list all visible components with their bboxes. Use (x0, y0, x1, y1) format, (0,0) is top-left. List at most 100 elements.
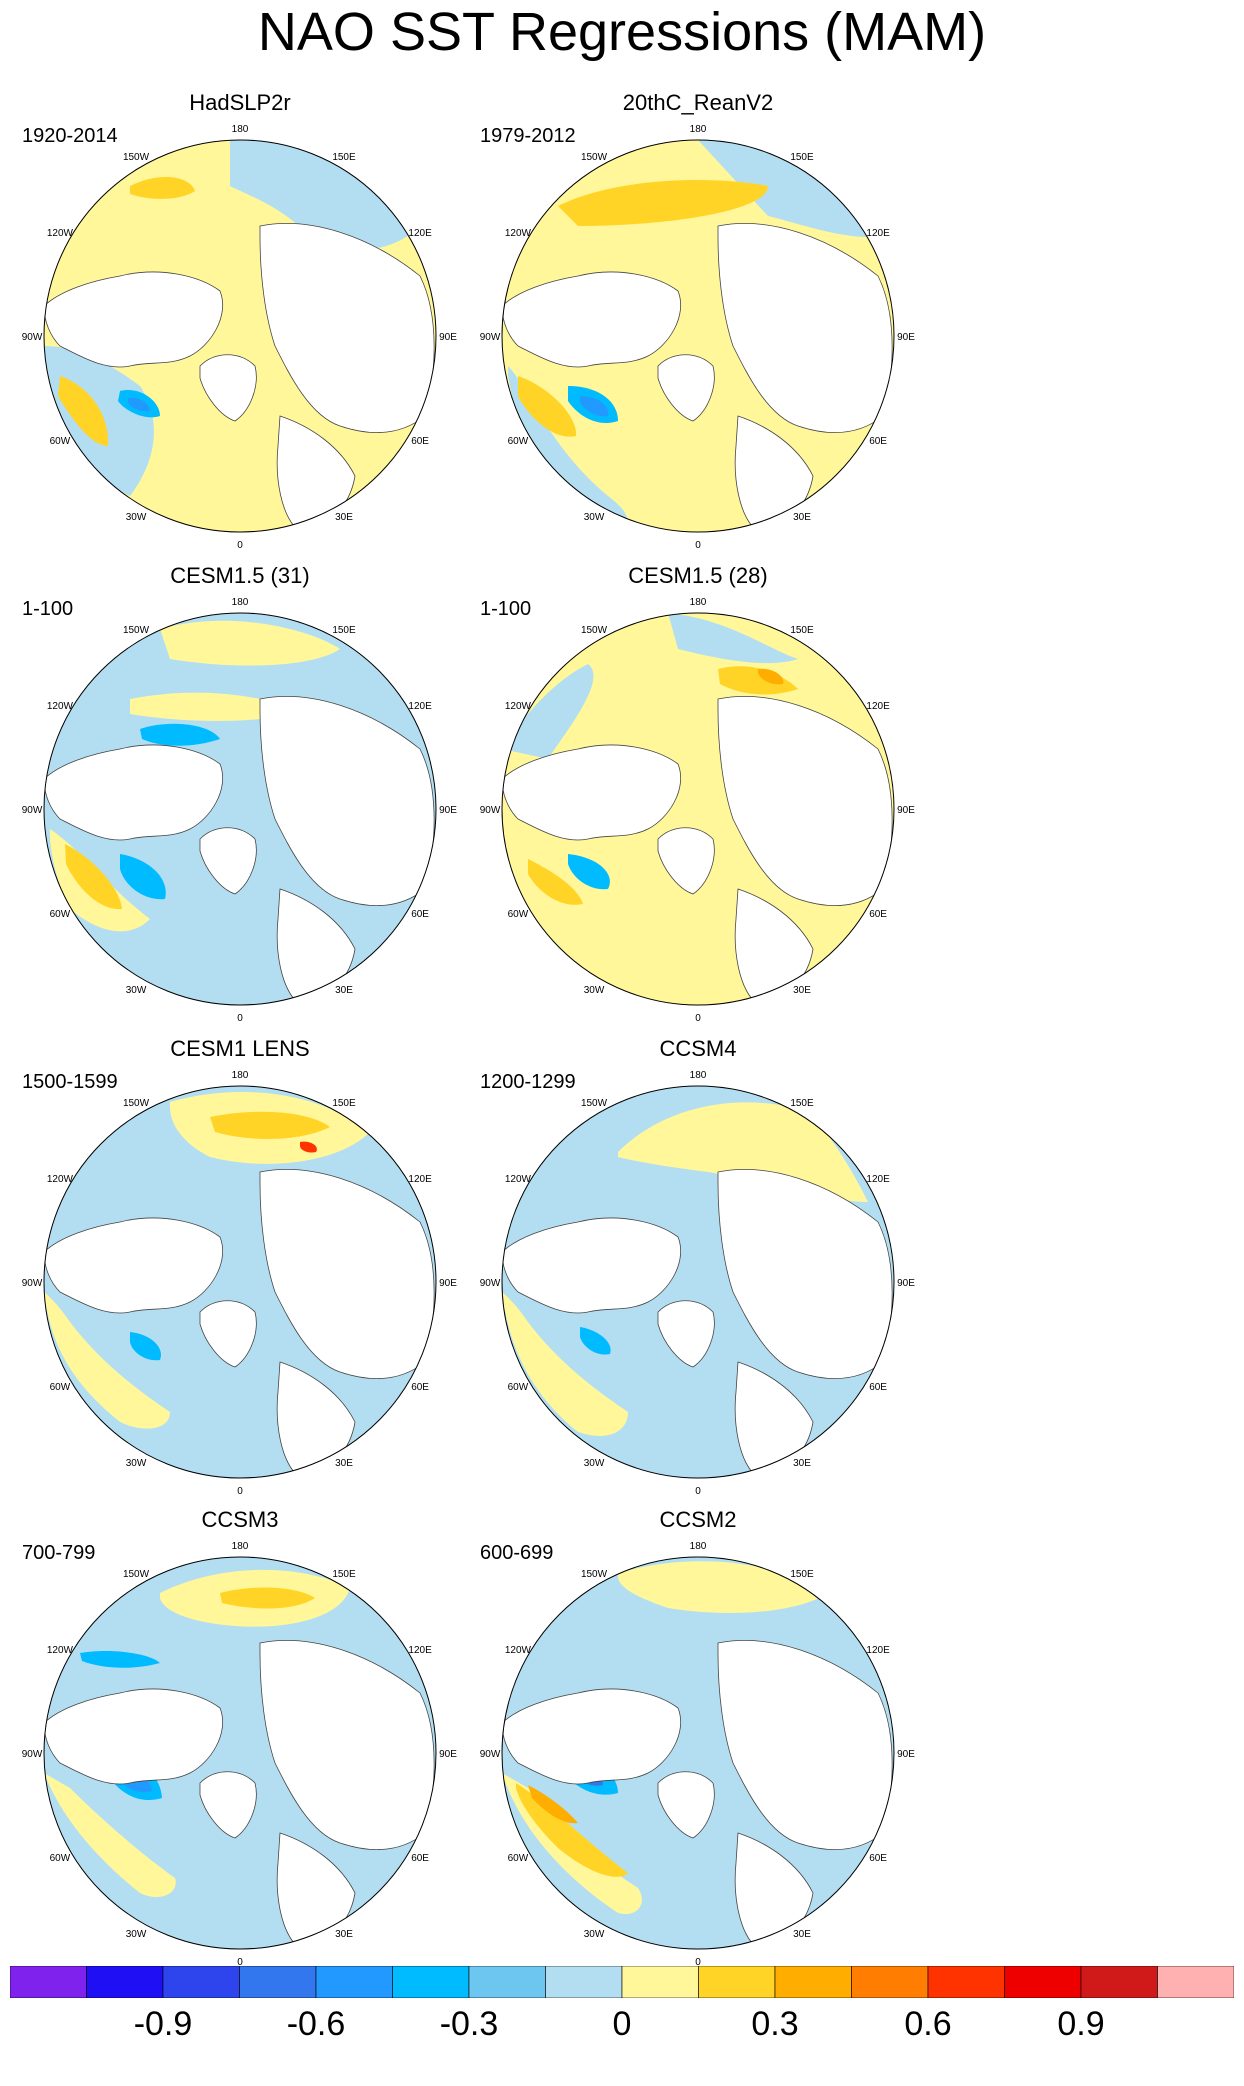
colorbar-labels: -0.9 -0.6 -0.3 0 0.3 0.6 0.9 (10, 2004, 1234, 2054)
panel-title: HadSLP2r (189, 90, 291, 115)
sst-contour-region (502, 664, 594, 759)
longitude-label: 0 (695, 1013, 701, 1024)
longitude-label: 150E (332, 1569, 356, 1580)
map-boundary (501, 139, 895, 533)
colorbar-swatch (315, 1966, 393, 1998)
sst-contour-region (220, 1587, 315, 1609)
colorbar-swatch (927, 1966, 1005, 1998)
longitude-label: 0 (695, 1486, 701, 1497)
longitude-label: 120E (866, 701, 890, 712)
longitude-label: 150E (332, 625, 356, 636)
longitude-label: 60W (508, 1382, 529, 1393)
longitude-label: 90W (480, 332, 501, 343)
longitude-label: 150W (123, 1569, 150, 1580)
sst-shading (44, 1086, 436, 1478)
longitude-label: 90E (897, 332, 915, 343)
longitude-label: 90E (439, 1278, 457, 1289)
colorbar-swatch (392, 1966, 470, 1998)
longitude-label: 180 (232, 597, 249, 608)
longitude-label: 150E (332, 152, 356, 163)
land-mass (259, 1169, 435, 1379)
longitude-label: 30E (335, 985, 353, 996)
polar-map: 180 150E 120E 90E 60E 30E 0 30W 60W 90W 120W 150W (22, 1070, 458, 1497)
panel-period: 600-699 (480, 1542, 554, 1564)
longitude-label: 150E (332, 1098, 356, 1109)
longitude-label: 0 (695, 540, 701, 551)
longitude-label: 150E (790, 1569, 814, 1580)
longitude-label: 0 (695, 1957, 701, 1968)
map-panel: CCSM2 600-699 180 150E 120E 90E 60E 30E 0 30W 60W 9… (468, 1507, 928, 1977)
land-mass (44, 1217, 224, 1314)
longitude-label: 120W (505, 228, 532, 239)
map-boundary (43, 1085, 437, 1479)
panel-title: CCSM4 (659, 1036, 737, 1061)
longitude-label: 60E (411, 436, 429, 447)
longitude-label: 90E (439, 332, 457, 343)
sst-shading (44, 613, 436, 1005)
longitude-label: 90E (897, 805, 915, 816)
longitude-label: 90E (897, 1278, 915, 1289)
longitude-label: 150W (581, 1098, 608, 1109)
longitude-label: 60E (869, 1853, 887, 1864)
longitude-label: 60W (508, 909, 529, 920)
longitude-label: 30E (335, 1929, 353, 1940)
longitude-label: 120W (505, 701, 532, 712)
panel-period: 1-100 (22, 598, 74, 620)
panel-title: 20thC_ReanV2 (622, 90, 774, 115)
sst-contour-region (65, 844, 122, 910)
colorbar-tick-label: -0.9 (133, 2005, 193, 2043)
longitude-label: 90W (480, 1278, 501, 1289)
map-boundary (43, 1556, 437, 1950)
longitude-label: 180 (232, 1070, 249, 1081)
land-mass (717, 1640, 893, 1850)
longitude-label: 90E (897, 1749, 915, 1760)
longitude-label: 120E (408, 701, 432, 712)
land-mass (657, 354, 715, 422)
longitude-label: 90E (439, 805, 457, 816)
longitude-label: 120W (505, 1174, 532, 1185)
colorbar-swatch (86, 1966, 164, 1998)
colorbar-swatch (774, 1966, 852, 1998)
longitude-label: 120E (408, 1174, 432, 1185)
sst-shading (502, 140, 894, 532)
sst-contour-region (210, 1111, 330, 1139)
longitude-label: 60E (411, 909, 429, 920)
polar-map: 180 150E 120E 90E 60E 30E 0 30W 60W 90W 120W 150W (22, 1541, 458, 1968)
longitude-label: 0 (237, 1486, 243, 1497)
panel-period: 1979-2012 (480, 125, 576, 147)
longitude-label: 180 (232, 124, 249, 135)
panel-title: CCSM2 (659, 1507, 737, 1532)
sst-contour-region (130, 176, 195, 199)
longitude-label: 60W (50, 436, 71, 447)
map-boundary (43, 139, 437, 533)
longitude-label: 120E (866, 1174, 890, 1185)
land-mass (502, 1688, 682, 1785)
land-mass (44, 1688, 224, 1785)
longitude-label: 30W (126, 1929, 147, 1940)
polar-map: 180 150E 120E 90E 60E 30E 0 30W 60W 90W 120W 150W (22, 124, 458, 551)
longitude-label: 150E (790, 152, 814, 163)
longitude-label: 30E (335, 1458, 353, 1469)
colorbar-swatch (468, 1966, 546, 1998)
longitude-label: 30E (793, 1929, 811, 1940)
longitude-label: 0 (237, 540, 243, 551)
sst-contour-region (758, 668, 784, 685)
colorbar-swatch (545, 1966, 623, 1998)
map-panel: CESM1.5 (28) 1-100 180 150E 120E 90E 60E 30E 0 30… (468, 563, 928, 1033)
sst-contour-region (502, 1292, 628, 1436)
colorbar-tick-label: -0.6 (286, 2005, 346, 2043)
map-boundary (501, 1556, 895, 1950)
map-boundary (501, 1085, 895, 1479)
longitude-label: 60E (411, 1382, 429, 1393)
land-mass (44, 271, 224, 368)
panel-period: 700-799 (22, 1542, 96, 1564)
sst-contour-region (130, 1332, 161, 1361)
longitude-label: 120W (47, 228, 74, 239)
panel-period: 1500-1599 (22, 1071, 118, 1093)
sst-contour-region (230, 140, 420, 250)
longitude-label: 30W (126, 1458, 147, 1469)
sst-contour-region (44, 1773, 176, 1898)
longitude-label: 120E (408, 1645, 432, 1656)
sst-shading (44, 1557, 436, 1949)
longitude-label: 60W (50, 1853, 71, 1864)
